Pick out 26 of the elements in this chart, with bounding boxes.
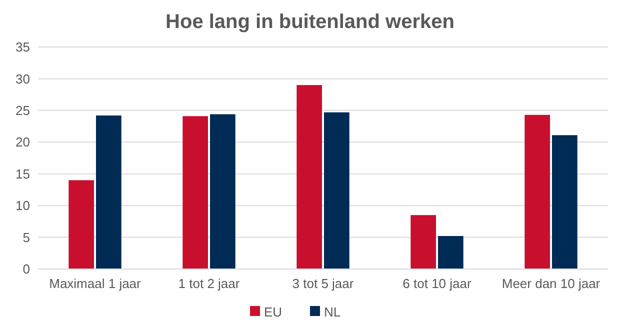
y-tick-label: 20 [16, 134, 30, 150]
y-tick-label: 25 [16, 102, 30, 118]
bar [96, 116, 122, 269]
x-tick-label: Meer dan 10 jaar [502, 276, 601, 291]
bar [524, 114, 550, 269]
x-tick-label: 6 tot 10 jaar [402, 276, 472, 291]
x-tick-label: 3 tot 5 jaar [292, 276, 354, 291]
bar [68, 180, 94, 269]
chart-title: Hoe lang in buitenland werken [166, 11, 454, 33]
y-tick-label: 5 [22, 230, 30, 245]
legend-label: NL [324, 304, 341, 320]
y-tick-label: 15 [16, 166, 30, 182]
bar [182, 116, 208, 269]
x-tick-label: Maximaal 1 jaar [49, 276, 142, 291]
bar [552, 135, 578, 269]
y-tick-label: 10 [16, 198, 30, 214]
bar [296, 85, 322, 269]
y-tick-label: 0 [22, 262, 30, 277]
bar [210, 114, 236, 269]
bar [438, 236, 464, 269]
bar [324, 112, 350, 269]
x-tick-label: 1 tot 2 jaar [178, 276, 240, 291]
y-tick-label: 30 [16, 71, 30, 86]
legend-label: EU [264, 304, 282, 320]
bar [410, 215, 436, 269]
y-tick-label: 35 [16, 40, 30, 55]
